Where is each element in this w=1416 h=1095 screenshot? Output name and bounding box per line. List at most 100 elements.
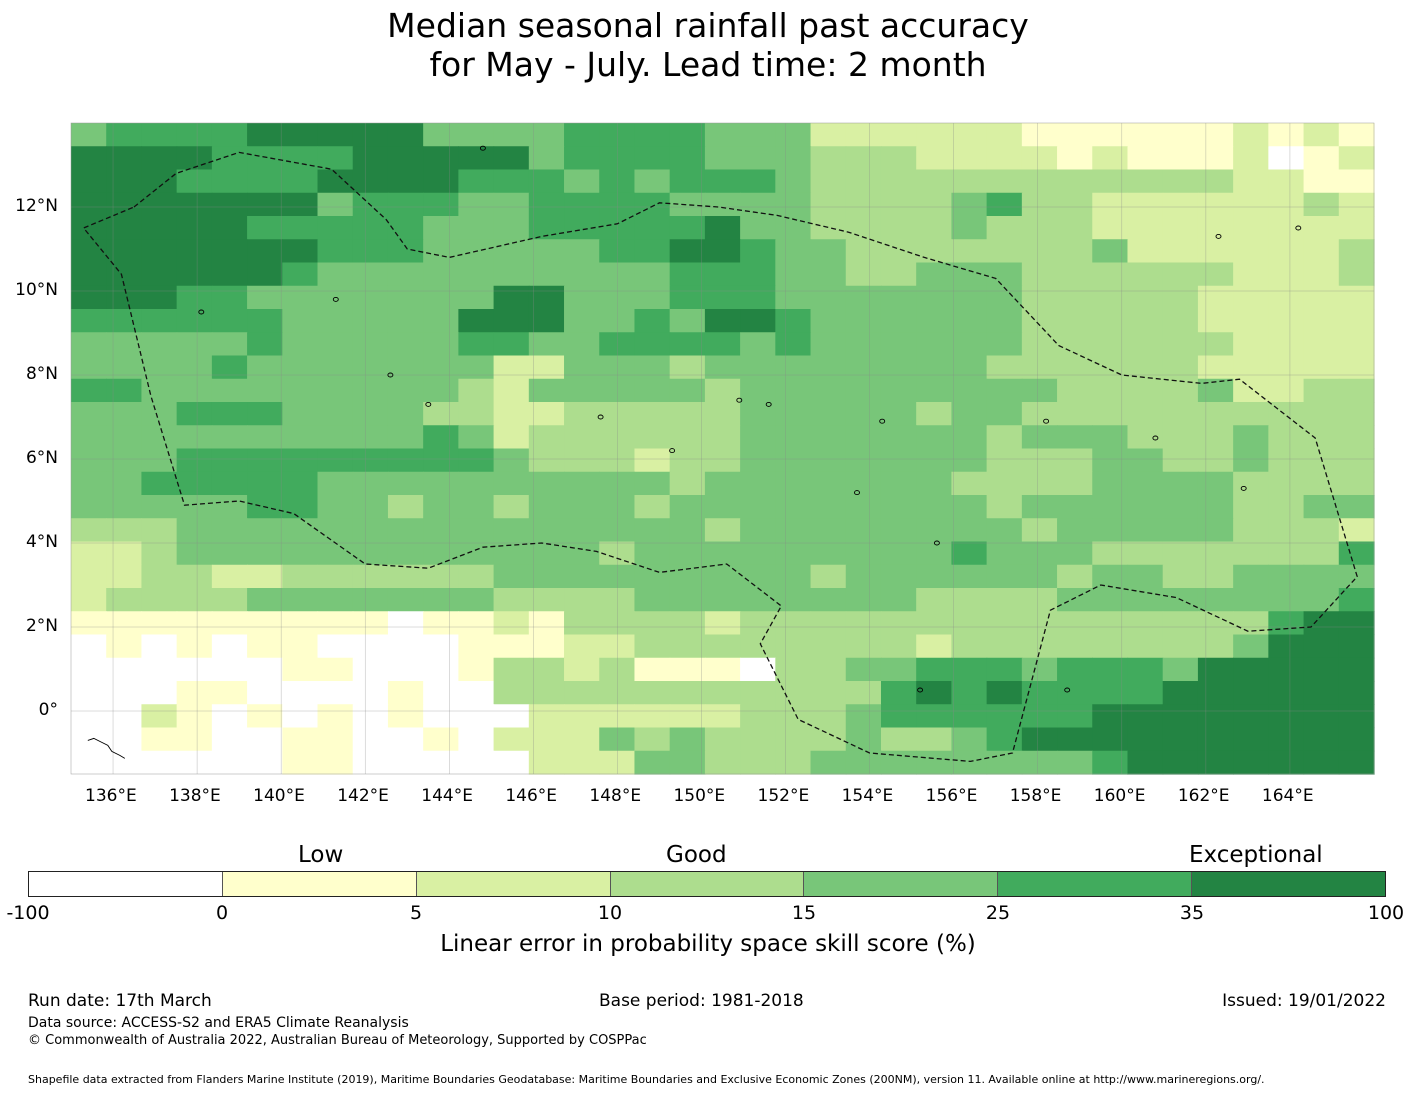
skill-cell xyxy=(1021,192,1058,217)
skill-cell xyxy=(740,332,776,357)
skill-cell xyxy=(1197,378,1234,403)
colorbar-segment xyxy=(1192,872,1386,896)
skill-cell xyxy=(1092,146,1129,171)
skill-cell xyxy=(352,704,389,729)
skill-cell xyxy=(1092,657,1129,682)
skill-cell xyxy=(986,402,1023,426)
skill-cell xyxy=(1162,495,1199,519)
skill-cell xyxy=(352,657,389,682)
skill-cell xyxy=(493,750,530,775)
skill-cell xyxy=(176,564,213,589)
skill-cell xyxy=(986,332,1023,357)
skill-cell xyxy=(458,169,495,194)
skill-cell xyxy=(352,146,389,171)
skill-cell xyxy=(493,285,530,310)
skill-cell xyxy=(387,657,424,682)
skill-cell xyxy=(916,425,953,450)
skill-cell xyxy=(1303,518,1340,543)
skill-cell xyxy=(916,518,953,543)
skill-cell xyxy=(951,588,988,612)
skill-cell xyxy=(211,564,248,589)
skill-cell xyxy=(282,541,319,566)
skill-cell xyxy=(1127,402,1164,426)
skill-cell xyxy=(740,657,776,682)
skill-cell xyxy=(845,704,882,729)
skill-cell xyxy=(1021,588,1058,612)
skill-cell xyxy=(423,727,459,752)
skill-cell xyxy=(211,192,248,217)
skill-cell xyxy=(1233,564,1269,589)
skill-cell xyxy=(423,239,459,264)
colorbar-tick: 15 xyxy=(791,902,817,924)
skill-cell xyxy=(775,750,812,775)
skill-cell xyxy=(282,611,319,636)
island-outline xyxy=(198,309,205,315)
skill-cell xyxy=(1092,309,1129,333)
skill-cell xyxy=(1127,355,1164,380)
skill-cell xyxy=(810,681,847,705)
skill-cell xyxy=(1338,657,1375,682)
skill-cell xyxy=(141,727,178,752)
skill-cell xyxy=(951,332,988,357)
skill-cell xyxy=(1338,541,1375,566)
skill-cell xyxy=(1021,309,1058,333)
skill-cell xyxy=(810,216,847,240)
skill-cell xyxy=(845,309,882,333)
skill-cell xyxy=(1197,518,1234,543)
skill-cell xyxy=(458,402,495,426)
skill-cell xyxy=(1162,471,1199,496)
skill-cell xyxy=(247,425,283,450)
skill-cell xyxy=(740,727,776,752)
skill-cell xyxy=(845,425,882,450)
colorbar-segment xyxy=(610,872,805,896)
skill-cell xyxy=(564,123,600,147)
skill-cell xyxy=(1268,425,1305,450)
skill-cell xyxy=(599,123,636,147)
skill-cell xyxy=(986,425,1023,450)
skill-cell xyxy=(176,704,213,729)
skill-cell xyxy=(1338,192,1375,217)
skill-cell xyxy=(1197,262,1234,287)
skill-cell xyxy=(1197,309,1234,333)
skill-cell xyxy=(1162,355,1199,380)
skill-cell xyxy=(845,564,882,589)
skill-cell xyxy=(951,169,988,194)
chart-title-line-2: for May - July. Lead time: 2 month xyxy=(429,45,987,84)
skill-cell xyxy=(458,518,495,543)
skill-cell xyxy=(775,216,812,240)
skill-cell xyxy=(141,657,178,682)
skill-cell xyxy=(810,750,847,775)
skill-cell xyxy=(599,448,636,473)
longitude-label: 136°E xyxy=(85,786,137,806)
skill-cell xyxy=(247,518,283,543)
skill-cell xyxy=(176,727,213,752)
skill-cell xyxy=(106,518,143,543)
skill-cell xyxy=(845,634,882,659)
skill-cell xyxy=(1233,216,1269,240)
skill-cell xyxy=(1197,541,1234,566)
skill-cell xyxy=(564,518,600,543)
skill-cell xyxy=(352,262,389,287)
skill-cell xyxy=(775,611,812,636)
skill-cell xyxy=(599,471,636,496)
skill-cell xyxy=(176,448,213,473)
skill-cell xyxy=(423,611,459,636)
skill-cell xyxy=(352,495,389,519)
skill-cell xyxy=(1092,681,1129,705)
skill-cell xyxy=(916,123,953,147)
skill-cell xyxy=(1268,564,1305,589)
skill-cell xyxy=(951,216,988,240)
skill-cell xyxy=(704,704,741,729)
skill-cell xyxy=(1057,123,1093,147)
skill-cell xyxy=(282,634,319,659)
skill-cell xyxy=(247,471,283,496)
skill-cell xyxy=(564,448,600,473)
skill-cell xyxy=(880,541,917,566)
skill-cell xyxy=(317,425,354,450)
skill-cell xyxy=(845,285,882,310)
skill-cell xyxy=(880,611,917,636)
skill-cell xyxy=(247,681,283,705)
latitude-label: 0° xyxy=(38,700,58,720)
skill-cell xyxy=(951,704,988,729)
longitude-label: 158°E xyxy=(1009,786,1062,806)
